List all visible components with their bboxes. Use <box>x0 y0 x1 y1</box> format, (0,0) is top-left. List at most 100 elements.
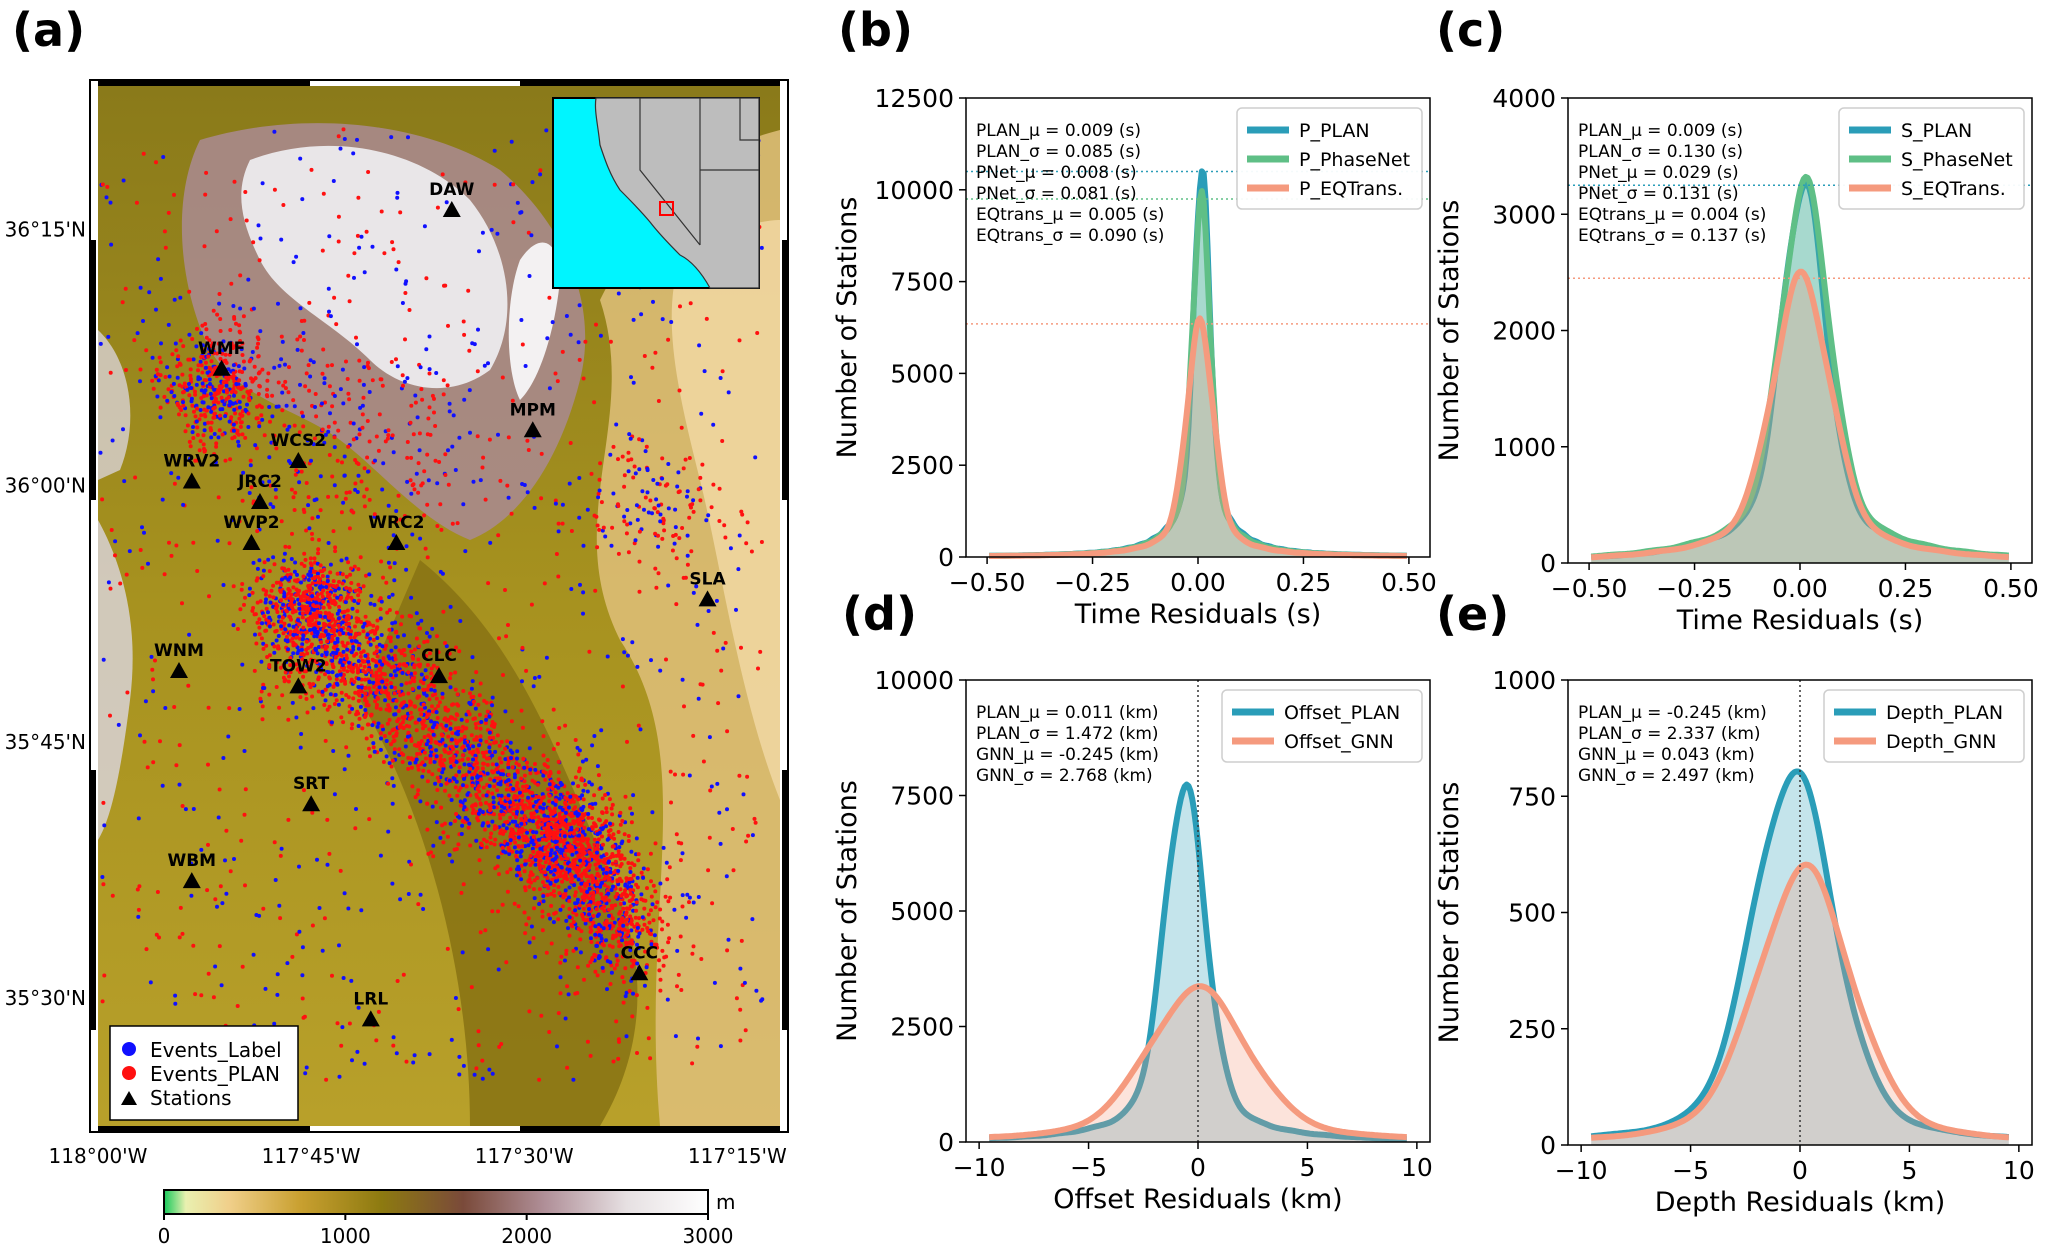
event-dot <box>172 481 177 486</box>
event-dot <box>699 411 704 416</box>
event-dot <box>431 854 436 859</box>
event-dot <box>726 937 731 942</box>
event-dot <box>101 800 106 805</box>
event-dot <box>202 390 207 395</box>
event-dot <box>541 880 545 885</box>
event-dot <box>510 819 515 824</box>
event-dot <box>526 448 531 452</box>
event-dot <box>165 398 170 403</box>
event-dot <box>665 877 670 882</box>
event-dot <box>410 483 415 488</box>
event-dot <box>573 890 578 895</box>
event-dot <box>597 830 602 835</box>
event-dot <box>597 901 602 906</box>
event-dot <box>101 657 106 662</box>
event-dot <box>475 780 480 785</box>
event-dot <box>140 565 145 570</box>
event-dot <box>331 664 336 669</box>
event-dot <box>453 468 458 472</box>
event-dot <box>267 405 272 409</box>
event-dot <box>213 398 218 403</box>
event-dot <box>374 644 379 649</box>
event-dot <box>337 604 341 609</box>
event-dot <box>341 649 346 654</box>
event-dot <box>381 760 386 764</box>
event-dot <box>532 811 536 816</box>
event-dot <box>306 607 311 612</box>
event-dot <box>585 507 590 512</box>
event-dot <box>429 687 434 692</box>
event-dot <box>449 798 454 802</box>
event-dot <box>223 414 228 419</box>
event-dot <box>621 923 626 928</box>
event-dot <box>591 913 596 918</box>
event-dot <box>345 669 350 674</box>
event-dot <box>583 837 587 842</box>
event-dot <box>267 663 272 667</box>
event-dot <box>366 667 371 672</box>
event-dot <box>475 434 480 439</box>
event-dot <box>261 587 266 592</box>
event-dot <box>600 942 605 947</box>
event-dot <box>496 855 501 860</box>
event-dot <box>401 726 406 731</box>
event-dot <box>701 759 706 764</box>
event-dot <box>507 852 512 856</box>
event-dot <box>369 670 374 675</box>
event-dot <box>563 800 568 805</box>
event-dot <box>351 437 356 442</box>
event-dot <box>340 640 345 645</box>
event-dot <box>439 783 444 787</box>
event-dot <box>294 254 299 259</box>
event-dot <box>648 908 653 913</box>
event-dot <box>515 200 520 205</box>
event-dot <box>121 427 125 432</box>
event-dot <box>413 704 418 709</box>
event-dot <box>462 740 467 745</box>
event-dot <box>536 795 541 799</box>
event-dot <box>410 784 415 789</box>
event-dot <box>409 403 414 408</box>
event-dot <box>474 838 479 843</box>
event-dot <box>379 599 384 604</box>
event-dot <box>702 369 707 374</box>
event-dot <box>287 365 291 370</box>
event-dot <box>146 561 150 566</box>
event-dot <box>425 827 430 832</box>
event-dot <box>334 322 339 327</box>
event-dot <box>486 361 490 366</box>
event-dot <box>375 625 380 630</box>
event-dot <box>629 921 633 926</box>
event-dot <box>611 844 616 849</box>
event-dot <box>529 870 533 875</box>
event-dot <box>587 863 592 868</box>
event-dot <box>604 871 609 875</box>
event-dot <box>434 754 439 759</box>
event-dot <box>350 1058 354 1063</box>
event-dot <box>257 424 262 429</box>
event-dot <box>513 772 517 777</box>
event-dot <box>573 805 578 810</box>
event-dot <box>296 666 301 671</box>
event-dot <box>565 1065 570 1070</box>
event-dot <box>366 366 371 371</box>
event-dot <box>475 369 480 374</box>
event-dot <box>172 192 176 197</box>
event-dot <box>417 717 421 722</box>
event-dot <box>516 835 521 840</box>
event-dot <box>251 306 256 311</box>
event-dot <box>379 690 384 694</box>
event-dot <box>467 821 472 826</box>
event-dot <box>272 1021 277 1026</box>
event-dot <box>513 840 518 845</box>
event-dot <box>578 858 583 863</box>
event-dot <box>548 769 553 774</box>
event-dot <box>299 647 304 652</box>
event-dot <box>595 944 599 948</box>
event-dot <box>542 870 547 875</box>
event-dot <box>541 753 546 758</box>
event-dot <box>358 704 363 709</box>
event-dot <box>756 666 760 671</box>
event-dot <box>306 577 311 582</box>
event-dot <box>677 388 682 393</box>
